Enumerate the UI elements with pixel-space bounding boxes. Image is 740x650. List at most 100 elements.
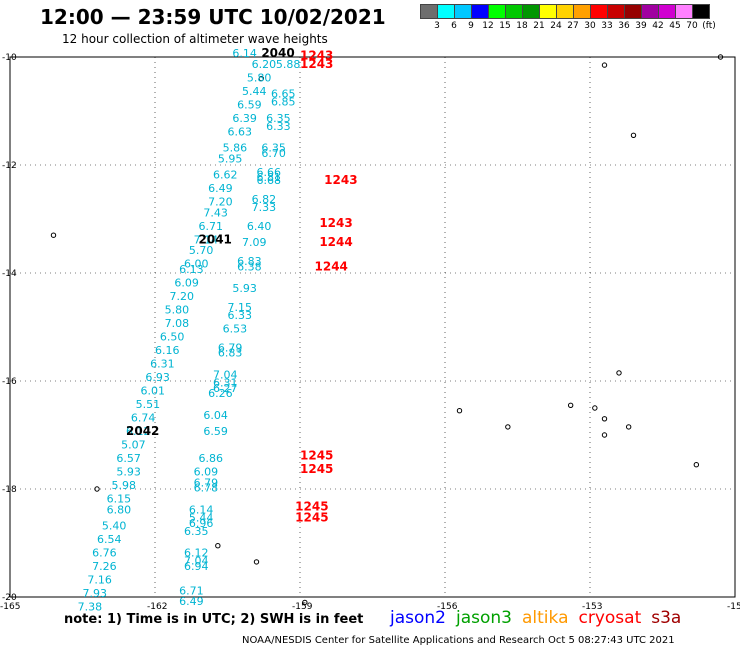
island-outline bbox=[456, 408, 463, 414]
color-scale-label: 9 bbox=[468, 21, 474, 31]
wave-height-label: 6.33 bbox=[266, 120, 291, 133]
wave-height-label: 6.26 bbox=[208, 387, 233, 400]
pass-time-label: 1244 bbox=[319, 235, 352, 249]
wave-height-label: 5.44 bbox=[242, 85, 267, 98]
wave-height-label: 5.95 bbox=[218, 152, 243, 165]
wave-height-label: 6.54 bbox=[97, 533, 122, 546]
wave-height-label: 7.08 bbox=[165, 317, 190, 330]
color-scale-cell bbox=[692, 4, 710, 19]
wave-height-label: 7.14 bbox=[194, 233, 219, 246]
wave-height-label: 6.31 bbox=[150, 358, 175, 371]
island-outline bbox=[592, 405, 598, 411]
wave-height-label: 6.59 bbox=[203, 425, 228, 438]
legend-altika: altika bbox=[522, 608, 569, 628]
wave-height-label: 7.26 bbox=[92, 560, 117, 573]
wave-height-label: 6.79 bbox=[194, 476, 219, 489]
pass-time-label: 1245 bbox=[295, 510, 328, 524]
wave-height-label: 6.82 bbox=[252, 193, 277, 206]
wave-height-label: 6.12 bbox=[126, 425, 151, 438]
lon-tick-label: -162 bbox=[147, 602, 167, 612]
wave-height-label: 6.49 bbox=[179, 595, 204, 608]
wave-height-label: 5.40 bbox=[102, 520, 127, 533]
wave-height-label: 6.14 bbox=[232, 47, 256, 60]
wave-height-label: 6.20 bbox=[252, 58, 277, 71]
wave-height-label: 6.79 bbox=[218, 341, 243, 354]
wave-height-label: 7.93 bbox=[83, 587, 108, 600]
wave-height-label: 5.88 bbox=[276, 58, 301, 71]
wave-height-label: 7.16 bbox=[87, 574, 112, 587]
wave-height-label: 6.04 bbox=[203, 409, 228, 422]
island-outline bbox=[94, 486, 100, 492]
wave-height-label: 6.62 bbox=[213, 169, 238, 182]
wave-height-label: 6.01 bbox=[141, 385, 166, 398]
color-scale-label: 27 bbox=[567, 21, 579, 31]
island-outline bbox=[717, 54, 724, 60]
wave-height-label: 6.35 bbox=[184, 525, 209, 538]
wave-height-label: 6.15 bbox=[107, 493, 131, 506]
pass-time-label: 2041 bbox=[199, 232, 232, 246]
color-scale-label: 24 bbox=[550, 21, 562, 31]
wave-height-label: 6.35 bbox=[266, 112, 291, 125]
legend-s3a: s3a bbox=[651, 608, 682, 628]
island-outline bbox=[601, 416, 608, 422]
color-scale-label: 36 bbox=[618, 21, 630, 31]
lat-tick-label: -12 bbox=[2, 161, 17, 171]
color-scale-label: 42 bbox=[652, 21, 664, 31]
wave-height-label: 6.76 bbox=[92, 547, 117, 560]
wave-height-label: 6.39 bbox=[232, 112, 256, 125]
island-outline bbox=[567, 402, 574, 408]
wave-height-label: 6.71 bbox=[199, 220, 224, 233]
legend-cryosat: cryosat bbox=[578, 608, 642, 628]
wave-height-label: 7.20 bbox=[208, 196, 233, 209]
lat-tick-label: -10 bbox=[2, 53, 17, 63]
color-scale bbox=[420, 4, 710, 19]
wave-height-label: 5.51 bbox=[136, 398, 161, 411]
lat-tick-label: -18 bbox=[2, 485, 17, 495]
wave-height-label: 5.98 bbox=[112, 479, 137, 492]
island-outline bbox=[630, 132, 637, 139]
wave-height-label: 5.07 bbox=[121, 439, 145, 452]
lat-tick-label: -14 bbox=[2, 269, 17, 279]
wave-height-label: 7.33 bbox=[252, 201, 277, 214]
wave-height-label: 6.74 bbox=[131, 412, 156, 425]
pass-time-label: 1245 bbox=[300, 462, 333, 476]
wave-height-label: 6.63 bbox=[228, 125, 253, 138]
lon-tick-label: -156 bbox=[437, 602, 458, 612]
lon-tick-label: -15 bbox=[727, 602, 740, 612]
wave-height-label: 5.93 bbox=[116, 466, 141, 479]
wave-height-label: 6.94 bbox=[184, 560, 209, 573]
wave-height-label: 6.81 bbox=[257, 171, 282, 184]
wave-height-label: 6.59 bbox=[237, 98, 262, 111]
wave-height-label: 5.86 bbox=[223, 142, 248, 155]
pass-time-label: 1245 bbox=[295, 500, 328, 514]
legend-jason2: jason2 bbox=[390, 608, 446, 628]
wave-height-label: 6.16 bbox=[155, 344, 180, 357]
color-scale-label: 30 bbox=[584, 21, 596, 31]
color-scale-label: 45 bbox=[669, 21, 681, 31]
wave-height-label: 6.65 bbox=[271, 88, 296, 101]
wave-height-label: 6.13 bbox=[179, 263, 204, 276]
color-scale-label: 33 bbox=[601, 21, 613, 31]
island-outline bbox=[215, 543, 221, 549]
wave-height-label: 7.04 bbox=[213, 368, 238, 381]
wave-height-label: 6.50 bbox=[160, 331, 185, 344]
island-outline bbox=[693, 462, 700, 468]
color-scale-label: 21 bbox=[533, 21, 545, 31]
wave-height-label: 6.49 bbox=[208, 182, 233, 195]
lon-tick-label: -153 bbox=[582, 602, 602, 612]
wave-height-label: 6.33 bbox=[228, 309, 253, 322]
map-frame bbox=[9, 56, 736, 598]
color-scale-label: 3 bbox=[434, 21, 440, 31]
page-title: 12:00 — 23:59 UTC 10/02/2021 bbox=[40, 5, 386, 29]
wave-height-label: 6.85 bbox=[271, 96, 296, 109]
pass-time-label: 1244 bbox=[315, 259, 348, 273]
island-outline bbox=[50, 232, 57, 238]
page-subtitle: 12 hour collection of altimeter wave hei… bbox=[62, 32, 328, 46]
wave-height-label: 7.43 bbox=[203, 206, 228, 219]
credit-line: NOAA/NESDIS Center for Satellite Applica… bbox=[242, 635, 675, 646]
legend-jason3: jason3 bbox=[456, 608, 512, 628]
island-outline bbox=[302, 599, 308, 606]
island-outline bbox=[505, 424, 511, 430]
color-scale-label: 6 bbox=[451, 21, 457, 31]
